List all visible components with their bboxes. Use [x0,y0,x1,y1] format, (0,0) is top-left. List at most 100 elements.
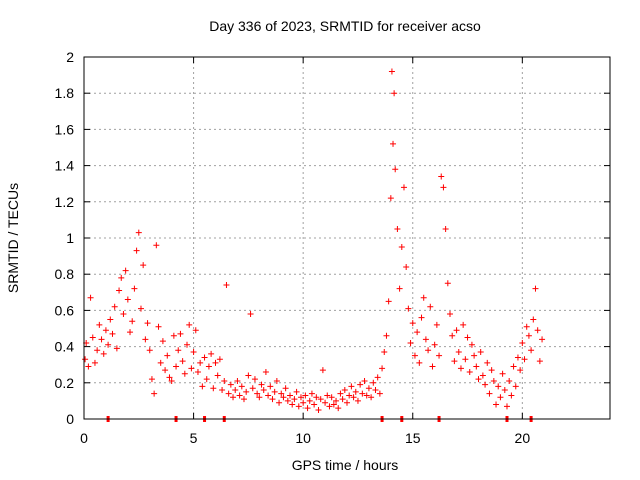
data-point [394,225,401,232]
data-point [383,332,390,339]
data-point [94,347,101,354]
data-point [267,383,274,390]
data-point [514,354,521,361]
data-point [313,394,320,401]
data-point [137,305,144,312]
data-point [381,349,388,356]
data-point [300,399,307,406]
data-point [486,390,493,397]
data-point [464,334,471,341]
y-tick-label: 1.8 [55,85,75,101]
data-point [188,365,195,372]
data-point [96,321,103,328]
data-point [398,244,405,251]
y-tick-label: 1 [66,230,74,246]
data-point [205,363,212,370]
data-point [164,352,171,359]
data-point [153,242,160,249]
data-point [232,387,239,394]
data-point [238,383,245,390]
data-point [249,385,256,392]
data-point [473,363,480,370]
data-point [223,282,230,289]
data-point [457,365,464,372]
data-point [190,349,197,356]
data-point [173,363,180,370]
x-tick-label: 15 [405,430,421,446]
data-point [420,294,427,301]
data-point [287,392,294,399]
data-point [414,329,421,336]
data-point [118,274,125,281]
data-point [357,381,364,388]
data-point [328,394,335,401]
data-point [179,358,186,365]
data-point [297,394,304,401]
data-point [240,396,247,403]
data-point [155,323,162,330]
data-point [455,349,462,356]
y-tick-label: 0.8 [55,266,75,282]
data-point [539,336,546,343]
data-point [460,321,467,328]
data-point [98,336,105,343]
data-point [282,385,289,392]
data-point [368,394,375,401]
x-tick-label: 5 [190,430,198,446]
data-point [302,392,309,399]
data-point [396,285,403,292]
data-point [142,336,149,343]
data-point [354,397,361,404]
data-point [308,390,315,397]
data-point [365,385,372,392]
data-point [319,367,326,374]
y-tick-labels: 0 0.2 0.4 0.6 0.8 1 1.2 1.4 1.6 1.8 2 [55,49,75,427]
data-point [528,347,535,354]
data-point [407,339,414,346]
y-tick-label: 0.6 [55,302,75,318]
data-point [422,336,429,343]
data-point [493,401,500,408]
data-point [346,392,353,399]
data-point [416,359,423,366]
data-point [519,339,526,346]
data-point [388,68,395,75]
data-point [451,358,458,365]
data-point [433,321,440,328]
plot-frame [83,56,611,420]
data-point [405,305,412,312]
data-point [453,327,460,334]
data-point [89,334,96,341]
data-point [85,363,92,370]
data-point [466,368,473,375]
data-point [523,323,530,330]
x-axis-label: GPS time / hours [292,457,399,473]
data-point [390,140,397,147]
data-point [109,330,116,337]
data-point [475,376,482,383]
data-point [82,356,89,363]
y-tick-label: 0 [66,411,74,427]
data-point [497,394,504,401]
data-point [256,394,263,401]
x-tick-label: 0 [80,430,88,446]
data-point [124,296,131,303]
data-point [322,399,329,406]
data-point [315,406,322,413]
data-point [113,345,120,352]
data-point [436,352,443,359]
data-point [197,359,204,366]
data-point [324,392,331,399]
data-point [409,320,416,327]
data-point [265,392,272,399]
data-point [391,90,398,97]
data-point [333,397,340,404]
data-point [177,330,184,337]
data-point [379,365,386,372]
data-point [392,166,399,173]
data-point [536,358,543,365]
data-point [506,377,513,384]
data-point [100,350,107,357]
data-point [521,356,528,363]
